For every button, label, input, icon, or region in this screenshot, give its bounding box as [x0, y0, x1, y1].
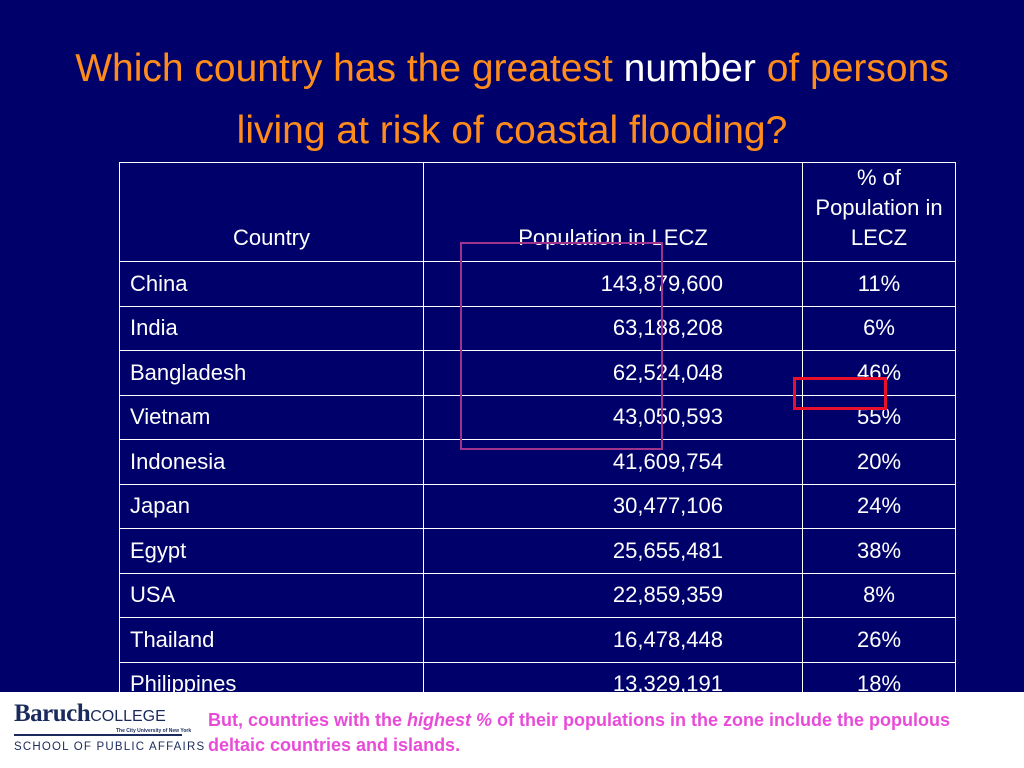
- logo-divider: [14, 734, 182, 736]
- footer-bar: BaruchCOLLEGE The City University of New…: [0, 692, 1024, 768]
- cell-percent: 38%: [802, 528, 956, 574]
- coastal-population-table: Country Population in LECZ % of Populati…: [119, 162, 956, 707]
- cell-percent: 20%: [802, 439, 956, 485]
- note-part-2: of their populations in the zone include…: [208, 710, 951, 755]
- table-row: USA 22,859,359 8%: [119, 572, 956, 618]
- table-row: Japan 30,477,106 24%: [119, 483, 956, 529]
- baruch-college-logo: BaruchCOLLEGE The City University of New…: [14, 700, 204, 760]
- table-row: Vietnam 43,050,593 55%: [119, 394, 956, 440]
- cell-country: Thailand: [119, 617, 424, 663]
- title-part-2: of persons living at risk of coastal flo…: [236, 47, 949, 152]
- cell-population: 63,188,208: [423, 305, 803, 351]
- cell-percent: 24%: [802, 483, 956, 529]
- logo-name: Baruch: [14, 700, 91, 727]
- table-header-row: Country Population in LECZ % of Populati…: [119, 162, 956, 262]
- cell-population: 25,655,481: [423, 528, 803, 574]
- cell-country: USA: [119, 572, 424, 618]
- table-row: China 143,879,600 11%: [119, 261, 956, 307]
- cell-percent: 11%: [802, 261, 956, 307]
- cell-population: 143,879,600: [423, 261, 803, 307]
- cell-population: 62,524,048: [423, 350, 803, 396]
- footer-note: But, countries with the highest % of the…: [208, 708, 1008, 758]
- note-emphasis: highest %: [407, 710, 493, 730]
- cell-country: Bangladesh: [119, 350, 424, 396]
- cell-country: India: [119, 305, 424, 351]
- header-country: Country: [119, 162, 424, 262]
- cell-percent: 55%: [802, 394, 956, 440]
- cell-population: 43,050,593: [423, 394, 803, 440]
- title-highlight: number: [623, 47, 756, 90]
- cell-population: 16,478,448: [423, 617, 803, 663]
- table-row: India 63,188,208 6%: [119, 305, 956, 351]
- cell-country: China: [119, 261, 424, 307]
- cell-population: 41,609,754: [423, 439, 803, 485]
- title-part-1: Which country has the greatest: [75, 47, 624, 90]
- note-part-1: But, countries with the: [208, 710, 408, 730]
- cell-population: 22,859,359: [423, 572, 803, 618]
- table-row: Egypt 25,655,481 38%: [119, 528, 956, 574]
- cell-country: Vietnam: [119, 394, 424, 440]
- cell-country: Japan: [119, 483, 424, 529]
- cell-percent: 6%: [802, 305, 956, 351]
- table-row: Indonesia 41,609,754 20%: [119, 439, 956, 485]
- header-percent: % of Population in LECZ: [802, 162, 956, 262]
- header-population: Population in LECZ: [423, 162, 803, 262]
- cell-percent: 46%: [802, 350, 956, 396]
- logo-wordmark: BaruchCOLLEGE: [14, 700, 166, 728]
- logo-tagline: The City University of New York: [116, 728, 192, 734]
- cell-percent: 8%: [802, 572, 956, 618]
- cell-population: 30,477,106: [423, 483, 803, 529]
- logo-school-name: SCHOOL OF PUBLIC AFFAIRS: [14, 741, 206, 753]
- table-row: Thailand 16,478,448 26%: [119, 617, 956, 663]
- cell-country: Indonesia: [119, 439, 424, 485]
- table-row: Bangladesh 62,524,048 46%: [119, 350, 956, 396]
- cell-percent: 26%: [802, 617, 956, 663]
- cell-country: Egypt: [119, 528, 424, 574]
- slide-title: Which country has the greatest number of…: [40, 38, 984, 162]
- logo-college: COLLEGE: [90, 708, 166, 725]
